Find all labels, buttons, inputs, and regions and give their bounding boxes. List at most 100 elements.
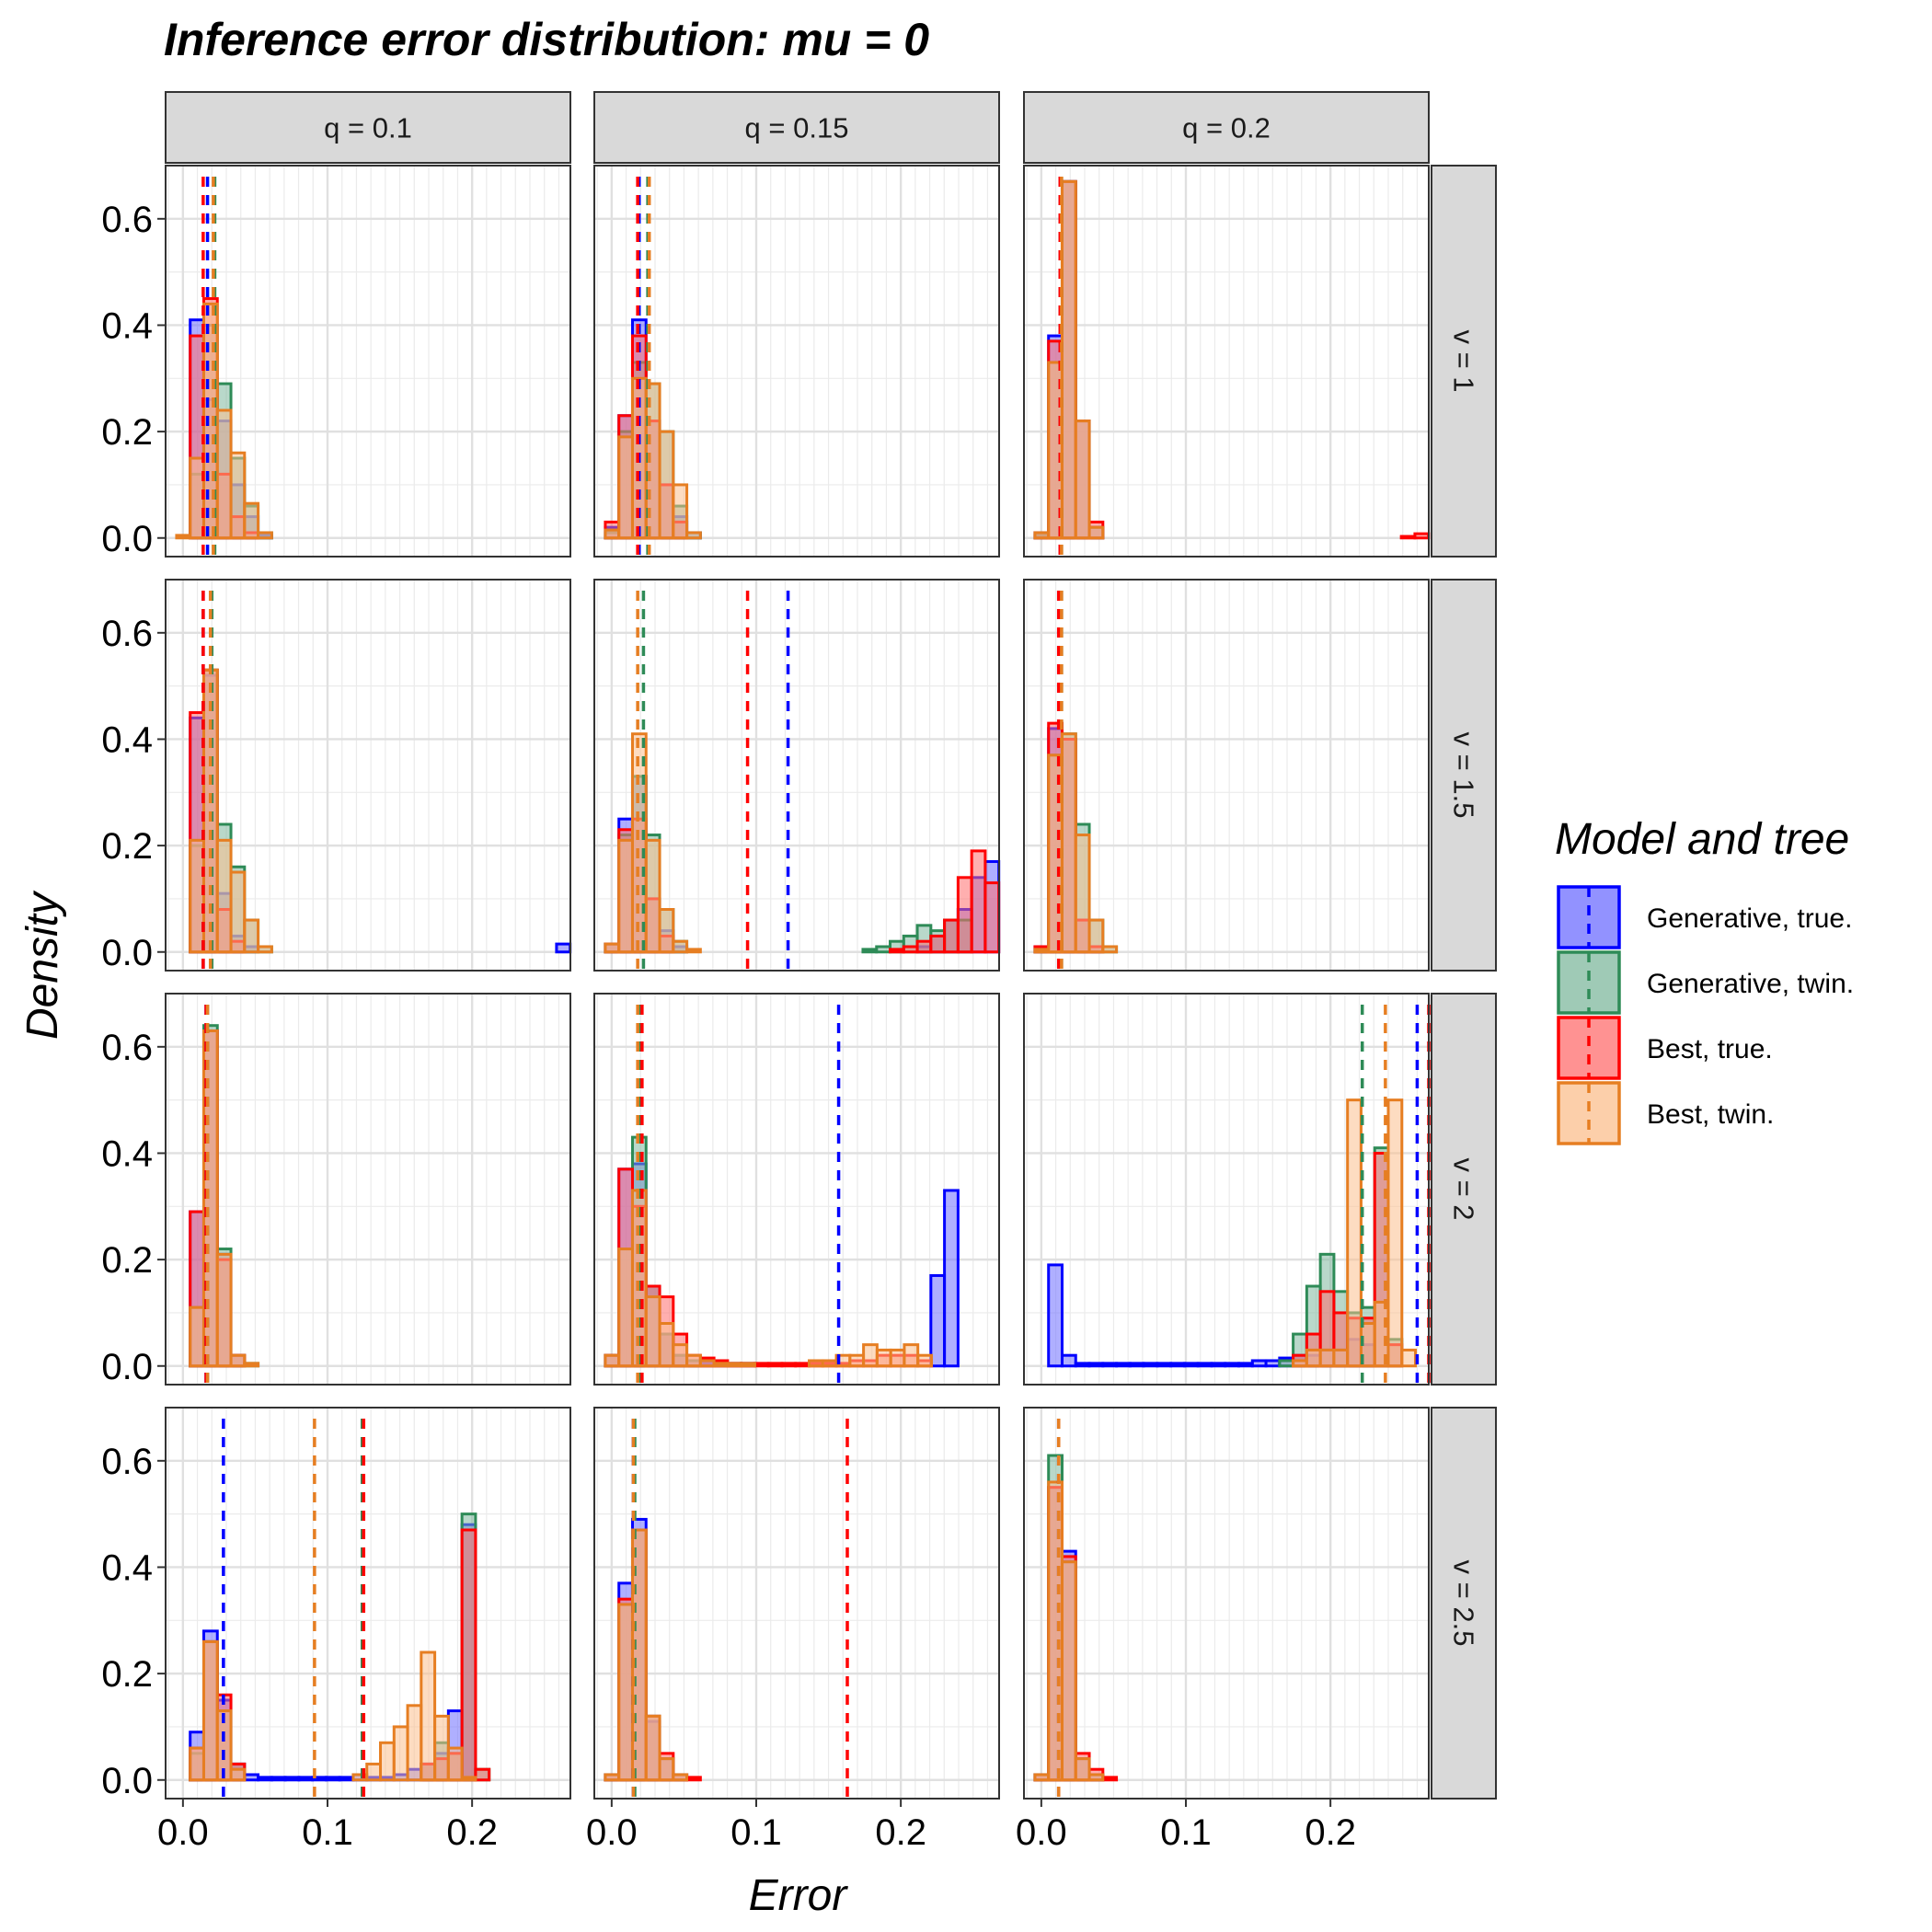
histogram-bar [1386,1098,1404,1368]
histogram-bar [685,531,702,540]
x-tick-label: 0.1 [1160,1812,1212,1853]
histogram-bar [698,1359,716,1368]
y-tick-label: 0.4 [101,1133,153,1174]
y-tick-label: 0.6 [101,1028,153,1068]
panel-border [593,993,1000,1386]
facet-panel [593,165,1000,558]
legend-key-best-twin: Best, twin. [1557,1081,1774,1145]
panel-border [593,1407,1000,1800]
histogram-bar [712,1362,730,1368]
histogram-bar [215,408,233,540]
histogram-bar [861,948,879,954]
histogram-bar [1224,1362,1241,1368]
row-strip [1431,993,1497,1386]
column-strip-label: q = 0.15 [745,112,849,144]
histogram-bar [1060,1353,1077,1368]
panel-background [594,1408,999,1799]
x-tick-label: 0.2 [446,1812,498,1853]
row-strip-label: v = 1 [1448,329,1480,392]
histogram-bar [1101,945,1119,954]
histogram-bar [229,870,247,954]
panel-background [1024,1408,1429,1799]
legend-key-gen-true: Generative, true. [1557,885,1852,949]
histogram-bar [1210,1362,1227,1368]
histogram-bar [794,1362,811,1368]
histogram-bar [1087,1773,1105,1782]
y-tick-label: 0.2 [101,826,153,867]
histogram-bar [658,1322,675,1368]
y-tick-label: 0.2 [101,412,153,453]
histogram-bar [672,1773,689,1782]
panel-border [165,993,571,1386]
y-tick-label: 0.2 [101,1654,153,1695]
histogram-bar [1332,1348,1350,1368]
histogram-bar [270,1776,287,1782]
series-best-twin [1033,732,1119,954]
histogram-bar [780,1362,798,1368]
histogram-bar [201,1639,219,1782]
histogram-bar [1292,1359,1308,1368]
series-best-twin [189,1029,260,1368]
column-strip [593,91,1000,164]
histogram-bar [915,939,933,954]
panel-border [165,579,571,972]
histogram-bar [1060,179,1077,540]
histogram-bar [983,881,1001,954]
legend-key-best-true: Best, true. [1557,1016,1773,1080]
facet-panel: 0.0 0.2 0.4 0.6 0.0 0.1 0.2 [101,1407,571,1853]
facet-panel: 0.0 0.2 0.4 0.6 [101,993,571,1387]
histogram-bar [916,1353,933,1368]
histogram-bar [821,1359,838,1368]
histogram-bar [1087,918,1105,954]
histogram-bar [243,918,260,954]
histogram-bar [175,534,192,540]
panel-border [593,579,1000,972]
facet-panel: 0.0 0.1 0.2 [586,1407,1000,1853]
histogram-bar [943,1189,960,1368]
y-tick-label: 0.2 [101,1240,153,1281]
histogram-bar [685,1353,702,1368]
histogram-bar [766,1362,784,1368]
facet-panel [1023,993,1431,1386]
y-tick-label: 0.0 [101,933,153,973]
panel-border [1023,165,1430,558]
y-tick-label: 0.4 [101,719,153,760]
x-tick-label: 0.1 [302,1812,353,1853]
histogram-bar [630,732,648,954]
histogram-bar [929,1273,947,1368]
histogram-bar [1346,1098,1363,1368]
x-tick-label: 0.2 [875,1812,926,1853]
panel-border [1023,1407,1430,1800]
histogram-bar [1413,532,1431,540]
histogram-bar [215,838,233,954]
histogram-bar [1033,948,1051,954]
histogram-bar [1264,1359,1282,1368]
histogram-bar [215,1252,233,1368]
histogram-bar [1074,1362,1091,1368]
row-strip-label: v = 1.5 [1448,732,1480,819]
histogram-bar [929,934,947,954]
histogram-bar [672,483,689,540]
histogram-bar [406,1704,423,1782]
histogram-bar [1142,1362,1159,1368]
histogram-bar [1156,1362,1173,1368]
histogram-bar [474,1767,491,1782]
histogram-bar [1060,732,1077,954]
series-best-twin [604,732,702,954]
histogram-bar [672,939,689,954]
histogram-bar [658,1757,675,1782]
histogram-bar [604,942,621,954]
histogram-bar [685,948,702,954]
histogram-bar [555,942,572,954]
histogram-bar [658,430,675,540]
y-tick-label: 0.0 [101,1347,153,1387]
histogram-bar [889,948,905,954]
histogram-bar [617,838,634,954]
histogram-bar [875,945,892,954]
histogram-bar [1196,1362,1213,1368]
histogram-bar [283,1776,301,1782]
histogram-bar [956,876,973,954]
y-tick-label: 0.6 [101,1442,153,1482]
histogram-bar [604,528,621,540]
y-tick-label: 0.0 [101,1761,153,1801]
